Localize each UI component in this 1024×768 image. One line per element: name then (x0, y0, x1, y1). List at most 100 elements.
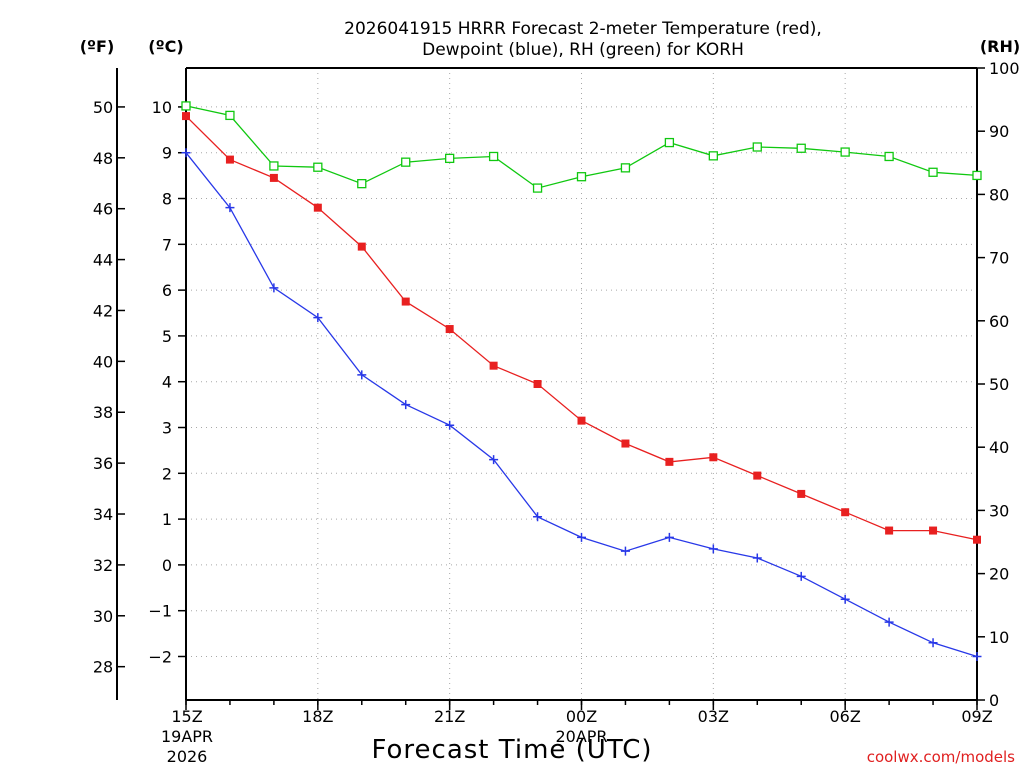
dewpoint-point (884, 617, 894, 627)
dewpoint-point (752, 553, 762, 563)
time-tick-label: 21Z (434, 707, 465, 726)
temperature-point (489, 361, 498, 370)
fahrenheit-tick-label: 30 (93, 607, 113, 626)
dewpoint-point (533, 512, 543, 522)
rh-tick-label: 10 (989, 628, 1009, 647)
rh-unit-label: (RH) (980, 37, 1020, 56)
temperature-point (841, 508, 850, 517)
year-tick-label: 2026 (167, 747, 208, 766)
celsius-tick-label: 6 (162, 281, 172, 300)
dewpoint-point (577, 532, 586, 542)
rh-point (181, 101, 191, 111)
celsius-tick-label: 5 (162, 327, 172, 346)
rh-tick-label: 100 (989, 59, 1020, 78)
temperature-point (665, 457, 674, 466)
time-tick-label: 06Z (830, 707, 861, 726)
fahrenheit-tick-label: 34 (93, 505, 113, 524)
rh-point (576, 172, 587, 182)
fahrenheit-tick-label: 36 (93, 454, 113, 473)
fahrenheit-unit-label: (ºF) (80, 37, 115, 56)
dewpoint-point (269, 283, 279, 293)
fahrenheit-tick-label: 32 (93, 556, 113, 575)
rh-point (532, 183, 543, 193)
rh-point (401, 157, 411, 167)
dewpoint-point (840, 594, 850, 604)
time-tick-label: 03Z (698, 707, 729, 726)
temperature-point (533, 380, 542, 388)
rh-point (620, 163, 631, 173)
dewpoint-point (357, 370, 367, 380)
time-tick-label: 18Z (302, 707, 333, 726)
rh-point (269, 161, 279, 171)
rh-point (884, 151, 894, 162)
tick-labels: 109876543210−1−2504846444240383634323028… (93, 59, 1020, 766)
chart-subtitle: Dewpoint (blue), RH (green) for KORH (422, 40, 744, 60)
rh-tick-label: 90 (989, 122, 1009, 141)
celsius-tick-label: 7 (162, 235, 172, 254)
dewpoint-point (445, 420, 455, 430)
dewpoint-point (620, 546, 630, 556)
time-tick-label: 00Z (566, 707, 597, 726)
rh-point (972, 170, 982, 181)
temperature-point (313, 203, 322, 212)
time-tick-label: 09Z (961, 707, 992, 726)
temperature-point (445, 325, 454, 334)
celsius-tick-label: 4 (162, 373, 172, 392)
celsius-tick-label: −1 (148, 602, 172, 621)
celsius-unit-label: (ºC) (148, 37, 183, 56)
fahrenheit-tick-label: 50 (93, 98, 113, 117)
rh-point (752, 142, 762, 152)
rh-point (357, 179, 367, 189)
temperature-point (225, 155, 234, 164)
dewpoint-point (489, 455, 499, 465)
dewpoint-point (401, 400, 411, 410)
rh-tick-label: 70 (989, 249, 1009, 268)
fahrenheit-tick-label: 46 (93, 200, 113, 219)
rh-tick-label: 30 (989, 501, 1009, 520)
temperature-point (577, 416, 586, 425)
rh-tick-label: 50 (989, 375, 1009, 394)
celsius-tick-label: 2 (162, 464, 172, 483)
date-tick-label: 19APR (161, 727, 213, 746)
fahrenheit-tick-label: 44 (93, 251, 113, 270)
temperature-point (401, 297, 410, 306)
dewpoint-point (796, 571, 806, 581)
temperature-point (973, 535, 981, 544)
celsius-tick-label: 10 (152, 98, 172, 117)
dewpoint-point (313, 313, 323, 323)
date-tick-label: 20APR (555, 727, 607, 746)
dewpoint-point (181, 148, 191, 158)
celsius-tick-label: −2 (148, 647, 172, 666)
celsius-tick-label: 1 (162, 510, 172, 529)
dewpoint-point (708, 544, 718, 554)
celsius-tick-label: 8 (162, 190, 172, 209)
temperature-point (885, 526, 894, 535)
rh-point (445, 153, 455, 164)
fahrenheit-tick-label: 38 (93, 403, 113, 422)
rh-point (708, 151, 718, 161)
axes (116, 67, 985, 710)
temperature-point (797, 489, 806, 498)
dewpoint-point (225, 203, 235, 213)
rh-point (840, 147, 850, 157)
rh-point (313, 162, 323, 172)
rh-point (664, 137, 675, 148)
celsius-tick-label: 3 (162, 419, 172, 438)
chart-title: 2026041915 HRRR Forecast 2-meter Tempera… (344, 19, 822, 39)
temperature-point (753, 471, 762, 480)
dewpoint-point (928, 638, 938, 648)
celsius-tick-label: 0 (162, 556, 172, 575)
rh-point (488, 151, 499, 162)
dewpoint-point (972, 651, 982, 661)
dewpoint-point (664, 532, 674, 542)
fahrenheit-tick-label: 48 (93, 149, 113, 168)
credit-text: coolwx.com/models (867, 748, 1015, 766)
grid-lines (185, 68, 978, 700)
temperature-point (269, 173, 278, 182)
temperature-point (929, 526, 938, 535)
data-series (181, 101, 982, 661)
rh-point (796, 143, 806, 153)
temperature-point (621, 439, 630, 448)
rh-point (225, 110, 235, 121)
